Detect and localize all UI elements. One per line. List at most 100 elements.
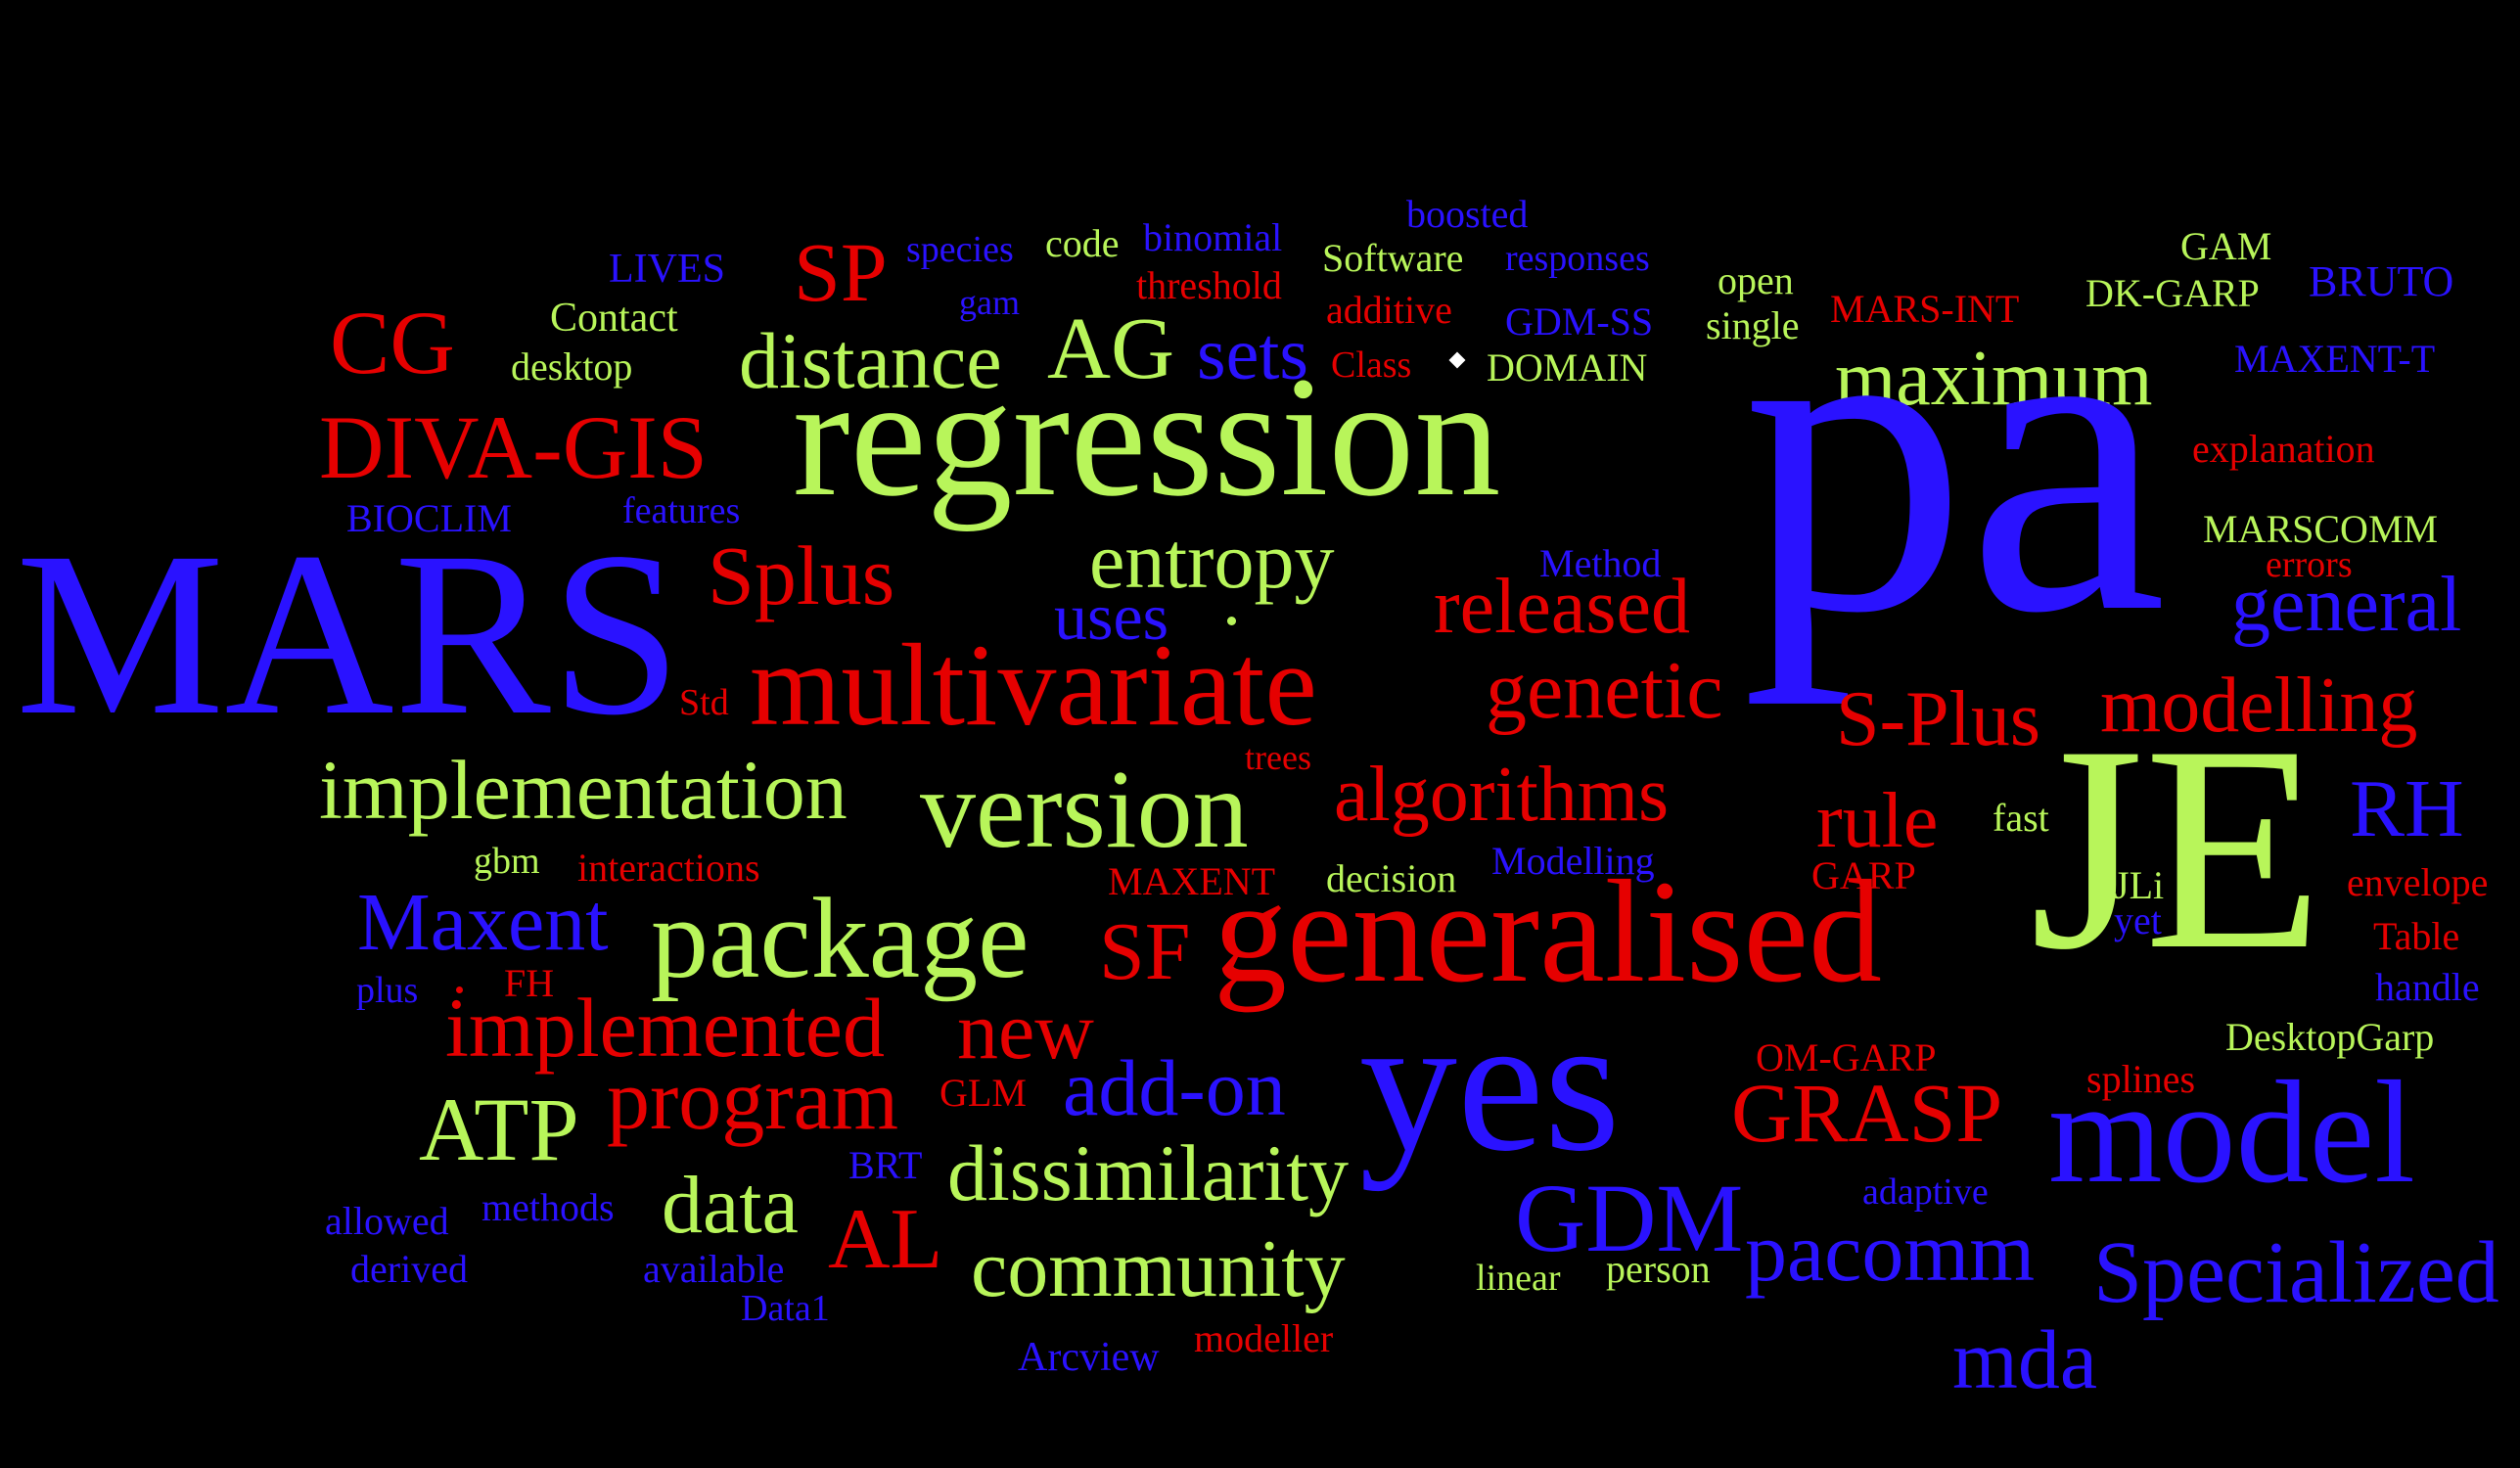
- word-lives: LIVES: [609, 247, 725, 292]
- word-interactions: interactions: [577, 846, 760, 890]
- word-single: single: [1706, 303, 1800, 347]
- word-pacomm: pacomm: [1745, 1205, 2036, 1299]
- word-gbm: gbm: [474, 841, 540, 882]
- word-atp: ATP: [419, 1079, 579, 1179]
- word-std: Std: [679, 682, 729, 723]
- word-pa: pa: [1742, 206, 2168, 706]
- word-maxent: Maxent: [357, 877, 609, 968]
- word-responses: responses: [1505, 238, 1650, 279]
- word-domain: DOMAIN: [1487, 345, 1648, 390]
- word-al: AL: [828, 1192, 943, 1287]
- word-rh: RH: [2350, 763, 2464, 854]
- word-cg: CG: [330, 293, 455, 392]
- word-modelling: Modelling: [1491, 839, 1655, 883]
- word-maxent: MAXENT: [1108, 859, 1276, 903]
- word-code: code: [1045, 221, 1120, 265]
- word-je: JE: [2030, 685, 2323, 1010]
- word-mars: MARS: [16, 503, 682, 763]
- word-modeller: modeller: [1194, 1316, 1334, 1360]
- word-dissimilarity: dissimilarity: [947, 1128, 1349, 1217]
- word-generalised: generalised: [1214, 850, 1882, 1013]
- word-program: program: [607, 1053, 899, 1148]
- word-new: new: [957, 986, 1094, 1077]
- word-bruto: BRUTO: [2309, 257, 2454, 305]
- word-multivariate: multivariate: [750, 619, 1317, 750]
- word-sp: SP: [794, 225, 888, 319]
- word-open: open: [1718, 258, 1794, 302]
- word-boosted: boosted: [1406, 192, 1529, 236]
- word-dk-garp: DK-GARP: [2085, 271, 2260, 315]
- word-envelope: envelope: [2347, 860, 2489, 904]
- word-gam: gam: [959, 283, 1020, 322]
- word-sf: SF: [1099, 906, 1191, 997]
- word-sets: sets: [1197, 313, 1308, 395]
- word-yes: yes: [1359, 976, 1621, 1192]
- word-implementation: implementation: [319, 743, 848, 837]
- word-add-on: add-on: [1063, 1043, 1286, 1132]
- word-software: Software: [1322, 236, 1464, 280]
- word-explanation: explanation: [2192, 427, 2375, 471]
- word-community: community: [971, 1223, 1346, 1314]
- word-derived: derived: [350, 1247, 468, 1291]
- word-gdm: GDM: [1515, 1164, 1744, 1272]
- word-class: Class: [1331, 344, 1412, 386]
- word-contact: Contact: [550, 296, 678, 341]
- word-threshold: threshold: [1136, 263, 1282, 307]
- word-maximum: maximum: [1835, 336, 2153, 422]
- word-fh: FH: [504, 961, 555, 1005]
- word-methods: methods: [481, 1185, 615, 1229]
- word-adaptive: adaptive: [1862, 1171, 1989, 1213]
- word-jli: JLi: [2114, 863, 2165, 907]
- dot-mark: [456, 986, 463, 993]
- word-distance: distance: [739, 316, 1002, 405]
- word-algorithms: algorithms: [1334, 752, 1670, 838]
- word-binomial: binomial: [1143, 215, 1283, 259]
- word-regression: regression: [793, 342, 1501, 532]
- word-glm: GLM: [939, 1071, 1027, 1115]
- word-arcview: Arcview: [1018, 1335, 1160, 1380]
- word-mars-int: MARS-INT: [1830, 287, 2020, 331]
- word-package: package: [651, 874, 1030, 1002]
- word-gdm-ss: GDM-SS: [1505, 299, 1654, 344]
- word-model: model: [2048, 1051, 2415, 1214]
- word-om-garp: OM-GARP: [1756, 1035, 1937, 1079]
- word-desktopgarp: DesktopGarp: [2225, 1015, 2435, 1059]
- word-handle: handle: [2375, 965, 2480, 1009]
- word-desktop: desktop: [511, 344, 633, 389]
- word-additive: additive: [1326, 288, 1452, 332]
- word-data: data: [662, 1160, 799, 1251]
- word-bioclim: BIOCLIM: [346, 496, 512, 540]
- word-linear: linear: [1476, 1258, 1561, 1299]
- word-data1: Data1: [741, 1288, 830, 1329]
- word-genetic: genetic: [1486, 645, 1723, 736]
- word-splus: Splus: [708, 528, 895, 622]
- word-modelling: modelling: [2100, 663, 2418, 749]
- word-method: Method: [1539, 541, 1662, 585]
- word-mda: mda: [1952, 1312, 2098, 1406]
- word-entropy: entropy: [1089, 516, 1335, 605]
- word-released: released: [1434, 564, 1691, 650]
- word-errors: errors: [2266, 544, 2353, 585]
- word-fast: fast: [1993, 796, 2049, 840]
- word-garp: GARP: [1811, 853, 1916, 897]
- word-version: version: [920, 747, 1249, 871]
- word-splines: splines: [2086, 1057, 2196, 1101]
- word-species: species: [906, 229, 1014, 270]
- word-trees: trees: [1245, 738, 1311, 777]
- word-plus: plus: [356, 970, 419, 1011]
- word-specialized: Specialized: [2093, 1224, 2499, 1321]
- word-allowed: allowed: [325, 1199, 449, 1243]
- word-marscomm: MARSCOMM: [2203, 507, 2439, 551]
- word-available: available: [643, 1247, 785, 1291]
- word-uses: uses: [1054, 579, 1169, 654]
- word-decision: decision: [1326, 856, 1457, 900]
- word-diva-gis: DIVA-GIS: [319, 397, 708, 497]
- word-rule: rule: [1816, 778, 1939, 864]
- word-grasp: GRASP: [1731, 1066, 2003, 1160]
- word-brt: BRT: [848, 1143, 923, 1187]
- word-s-plus: S-Plus: [1836, 676, 2040, 762]
- word-ag: AG: [1047, 300, 1174, 397]
- word-person: person: [1606, 1247, 1711, 1291]
- word-implemented: implemented: [445, 981, 885, 1075]
